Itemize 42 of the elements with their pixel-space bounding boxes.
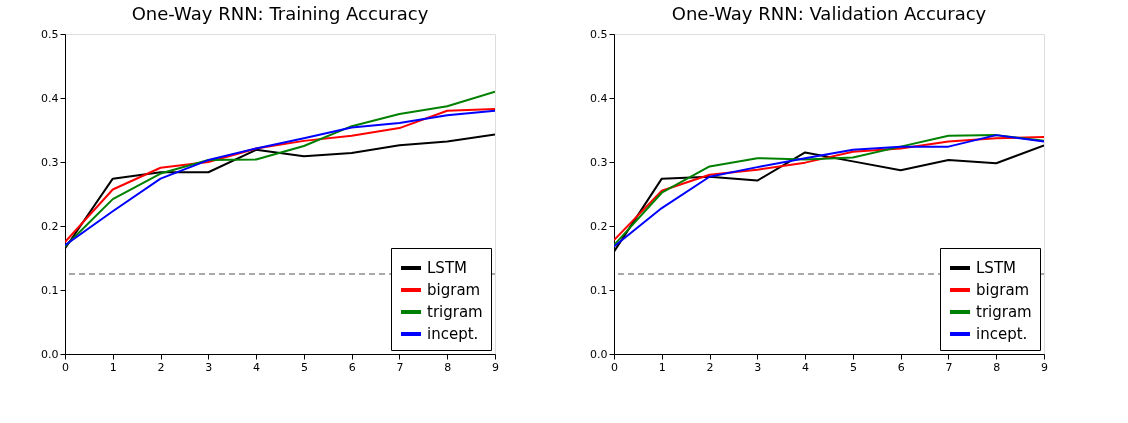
legend-label: LSTM	[427, 259, 467, 277]
legend-label: incept.	[976, 325, 1028, 343]
x-tick-label: 1	[658, 360, 666, 374]
x-tick-label: 3	[754, 360, 762, 374]
legend-label: bigram	[427, 281, 481, 299]
legend-label: incept.	[427, 325, 479, 343]
y-tick-label: 0.0	[590, 347, 608, 361]
legend-label: LSTM	[976, 259, 1016, 277]
chart-title: One-Way RNN: Training Accuracy	[131, 3, 429, 24]
x-tick-label: 9	[492, 360, 499, 374]
y-tick-label: 0.1	[590, 283, 608, 297]
y-tick-label: 0.2	[590, 219, 608, 233]
x-tick-label: 6	[897, 360, 905, 374]
x-tick-label: 9	[1041, 360, 1048, 374]
x-tick-label: 2	[157, 360, 165, 374]
x-tick-label: 4	[253, 360, 261, 374]
x-tick-label: 8	[444, 360, 452, 374]
x-tick-label: 0	[62, 360, 69, 374]
x-tick-label: 8	[993, 360, 1001, 374]
y-tick-label: 0.5	[590, 27, 608, 41]
legend-label: bigram	[976, 281, 1030, 299]
y-tick-label: 0.3	[590, 155, 608, 169]
x-tick-label: 6	[348, 360, 356, 374]
x-tick-label: 5	[849, 360, 857, 374]
x-tick-label: 7	[945, 360, 953, 374]
chart-title: One-Way RNN: Validation Accuracy	[671, 3, 987, 24]
x-tick-label: 5	[300, 360, 308, 374]
y-tick-label: 0.1	[41, 283, 59, 297]
x-tick-label: 1	[109, 360, 117, 374]
y-tick-label: 0.4	[590, 91, 608, 105]
x-tick-label: 3	[205, 360, 213, 374]
y-tick-label: 0.0	[41, 347, 59, 361]
legend-label: trigram	[427, 303, 483, 321]
y-tick-label: 0.4	[41, 91, 59, 105]
x-tick-label: 4	[802, 360, 810, 374]
y-tick-label: 0.5	[41, 27, 59, 41]
x-tick-label: 0	[611, 360, 618, 374]
x-tick-label: 2	[706, 360, 714, 374]
x-tick-label: 7	[396, 360, 404, 374]
y-tick-label: 0.2	[41, 219, 59, 233]
y-tick-label: 0.3	[41, 155, 59, 169]
legend-label: trigram	[976, 303, 1032, 321]
